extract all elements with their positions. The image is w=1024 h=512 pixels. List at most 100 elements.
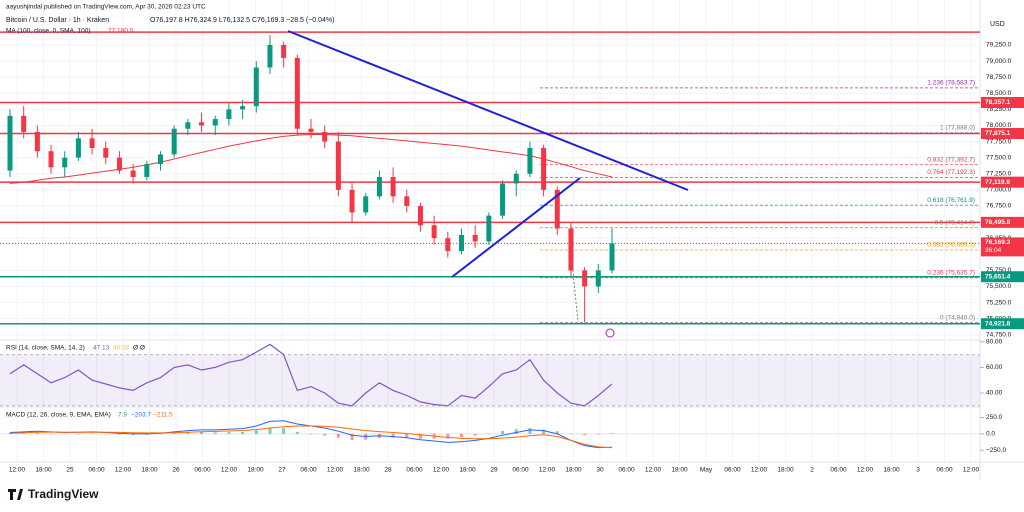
candle-body	[62, 157, 68, 168]
trend-line	[451, 177, 581, 278]
candle-body	[445, 238, 451, 252]
x-tick-label: 06:00	[724, 467, 741, 474]
price-tag-label: 76,495.8	[985, 219, 1011, 226]
macd-histogram	[350, 433, 354, 441]
x-tick-label: 29	[490, 467, 498, 474]
x-tick-label: 12:00	[645, 467, 662, 474]
x-tick-label: 06:00	[618, 467, 635, 474]
macd-histogram	[172, 433, 176, 434]
price-tag	[981, 216, 1024, 228]
candle-body	[116, 157, 122, 171]
x-tick-label: 18:00	[141, 467, 158, 474]
x-tick-label: 18:00	[671, 467, 688, 474]
x-tick-label: 27	[278, 467, 286, 474]
candle-body	[431, 225, 437, 239]
fib-label: 0 (74,940.0)	[940, 314, 975, 321]
y-tick-label: 75,250.0	[986, 299, 1012, 306]
candle-body	[513, 173, 519, 184]
macd-histogram	[268, 427, 272, 434]
fib-label: 0.236 (75,635.7)	[927, 269, 975, 276]
macd-signal-value: −211.5	[153, 412, 173, 419]
macd-histogram	[295, 431, 299, 434]
ma-value: 77,180.0	[108, 28, 134, 35]
macd-tick-label: −250.0	[986, 447, 1006, 454]
candle-body	[500, 183, 506, 216]
trend-line	[287, 30, 689, 191]
fib-label: 0.382 (76,066.1)	[927, 242, 975, 249]
candle-body	[185, 122, 191, 129]
y-tick-label: 79,250.0	[986, 42, 1012, 49]
logo: TradingView	[8, 487, 99, 501]
candle-body	[212, 119, 218, 126]
candle-body	[376, 177, 382, 197]
symbol: Bitcoin / U.S. Dollar · 1h · Kraken	[6, 17, 109, 24]
candle-body	[527, 148, 533, 174]
candle-body	[7, 115, 13, 171]
x-tick-label: 18:00	[35, 467, 52, 474]
macd-histogram	[282, 427, 286, 434]
candle-body	[34, 131, 40, 152]
rsi-line	[9, 343, 613, 407]
macd-histogram	[405, 433, 409, 439]
macd-histogram	[200, 431, 204, 434]
macd-histogram	[159, 433, 162, 435]
rsi-legend: RSI (14, close, SMA, 14, 2)	[6, 345, 85, 352]
price-tag	[981, 128, 1024, 140]
candle-body	[240, 106, 246, 110]
x-tick-label: 12:00	[327, 467, 344, 474]
y-tick-label: 75,500.0	[986, 283, 1012, 290]
rsi-value: 47.13	[93, 345, 110, 352]
y-tick-label: 77,000.0	[986, 187, 1012, 194]
rsi-ma-value: 40.58	[113, 345, 130, 352]
y-tick-label: 77,500.0	[986, 154, 1012, 161]
candle-body	[541, 148, 547, 190]
rsi-extra: Ø Ø	[133, 345, 145, 352]
price-tag-label: 74,921.8	[985, 320, 1011, 327]
y-tick-label: 78,000.0	[986, 122, 1012, 129]
macd-value: −203.7	[131, 412, 151, 419]
logo-icon	[8, 489, 23, 500]
macd-histogram	[186, 432, 190, 434]
y-tick-label: 76,750.0	[986, 203, 1012, 210]
fib-label: 0.764 (77,192.3)	[927, 169, 975, 176]
candle-body	[75, 138, 81, 158]
macd-histogram	[336, 433, 340, 438]
price-tag-label: 78,357.1	[985, 99, 1011, 106]
ohlc: O76,197.8 H76,324.9 L76,132.5 C76,169.3 …	[150, 17, 334, 24]
candle-body	[144, 164, 150, 177]
y-tick-label: 78,750.0	[986, 74, 1012, 81]
macd-histogram	[487, 433, 491, 435]
price-tag	[981, 237, 1024, 257]
plot-layer: 12:00 18:00 25 06:00 12:00 18:00 26 06:00 12:00 1…	[0, 0, 1012, 474]
macd-histogram	[323, 433, 327, 436]
candle-body	[158, 154, 163, 165]
x-tick-label: 06:00	[406, 467, 423, 474]
candle-body	[609, 243, 615, 271]
x-tick-label: 12:00	[751, 467, 768, 474]
x-tick-label: 06:00	[830, 467, 847, 474]
x-tick-label: 12:00	[433, 467, 450, 474]
x-tick-label: 2	[810, 467, 814, 474]
x-tick-label: 26	[172, 467, 180, 474]
candle-body	[582, 270, 588, 287]
x-tick-label: 18:00	[353, 467, 370, 474]
rsi-tick-label: 60.00	[986, 364, 1003, 371]
x-tick-label: 06:00	[194, 467, 211, 474]
candle-body	[171, 128, 177, 155]
price-tag	[981, 271, 1024, 283]
macd-histogram	[610, 433, 614, 434]
x-tick-label: 18:00	[565, 467, 582, 474]
candle-body	[390, 177, 396, 197]
macd-histogram	[63, 433, 67, 435]
candle-body	[554, 189, 560, 229]
x-tick-label: 3	[916, 467, 920, 474]
macd-histogram	[22, 433, 26, 434]
y-tick-label: 74,750.0	[986, 331, 1012, 338]
candle-body	[294, 57, 300, 129]
fib-label: 1 (77,888.0)	[940, 124, 975, 131]
macd-hist-value: 7.9	[118, 412, 127, 419]
x-tick-label: 25	[66, 467, 74, 474]
macd-tick-label: 250.0	[986, 414, 1003, 421]
